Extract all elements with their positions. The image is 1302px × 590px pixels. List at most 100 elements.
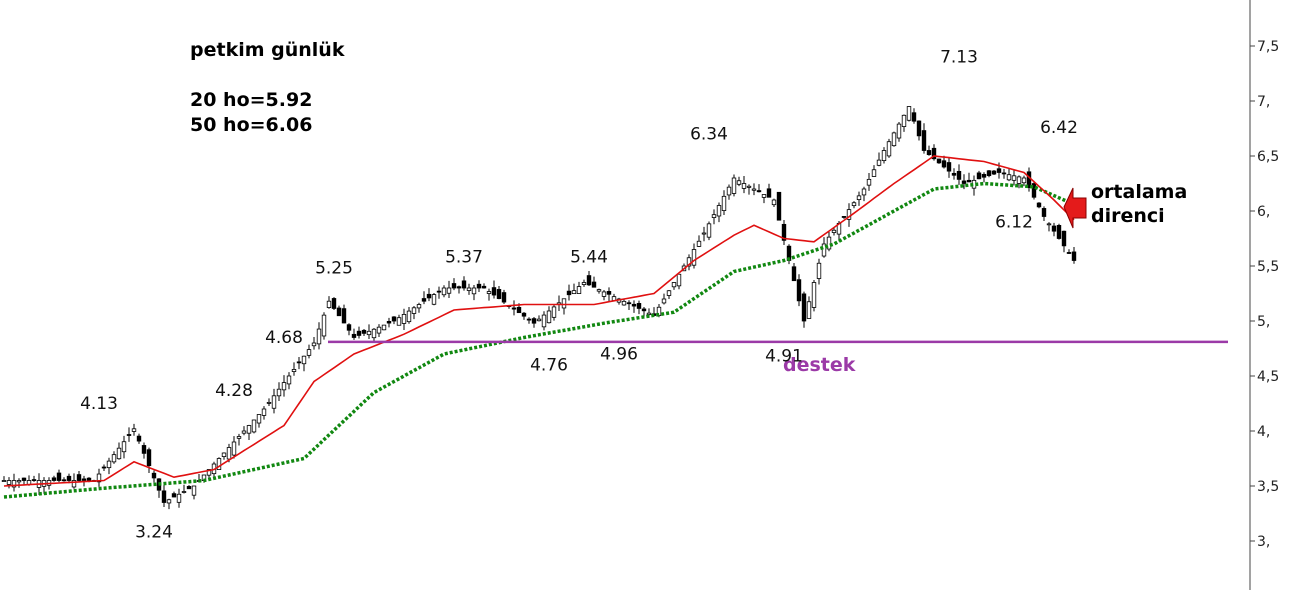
candle [186,485,192,490]
candle [351,328,357,340]
candle [71,473,77,489]
candle [921,123,927,154]
candle [851,201,857,209]
price-annotation-a-537: 5.37 [445,248,483,268]
candles-group [1,105,1077,510]
candle [876,152,882,167]
price-annotation-a-413: 4.13 [80,394,118,414]
candle [946,157,952,178]
candle [736,176,742,187]
candle [1031,180,1037,200]
candle [111,451,117,464]
candle [991,169,997,175]
candle [131,423,137,436]
candle [1,476,7,482]
candle [981,172,987,183]
resistance-label-line-2: direnci [1091,205,1165,227]
candle [1051,222,1057,237]
candle [881,147,887,164]
candle [431,292,437,306]
price-annotation-a-634: 6.34 [690,125,728,145]
candle [1011,169,1017,186]
candle [391,316,397,325]
candle [781,220,787,246]
support-group: destek [328,340,1228,376]
candle [481,283,487,289]
candle [796,274,802,307]
candle [671,281,677,290]
candle [561,298,567,315]
candle [1066,249,1072,255]
resistance-arrow-icon [1063,187,1087,229]
candle [416,302,422,313]
price-annotation-a-468: 4.68 [265,328,303,348]
candle [1056,223,1062,240]
candle [466,283,472,295]
candle [76,470,82,483]
candle [276,382,282,402]
candle [761,194,767,204]
candle [1061,230,1067,253]
candle [226,443,232,463]
resistance-label-line-1: ortalama [1091,181,1187,203]
candle [296,356,302,370]
candle [336,305,342,317]
price-annotation-a-544: 5.44 [570,248,608,268]
candle [261,406,267,420]
candle [216,457,222,470]
candle [61,477,67,482]
candle [286,372,292,390]
candle [541,311,547,331]
candle [926,145,932,156]
candle [746,184,752,195]
candle [526,317,532,324]
candle [146,447,152,474]
candle [586,271,592,286]
candle [756,184,762,193]
candle [1006,169,1012,182]
ma50-line [3,181,1075,499]
candle [441,285,447,298]
candle [521,312,527,320]
candle [501,289,507,304]
candle [626,300,632,311]
candle [591,276,597,288]
candle [376,324,382,338]
candle [556,295,562,312]
candle [236,433,242,446]
candle [366,324,372,340]
candle [711,209,717,225]
candle [181,484,187,494]
candle [96,468,102,487]
candle [916,120,922,141]
candle [666,289,672,299]
candle [766,183,772,198]
candle [976,170,982,180]
candle [826,231,832,252]
price-annotation-a-525: 5.25 [315,259,353,279]
candle [1016,175,1022,189]
candle [676,273,682,290]
y-tick-label: 6, [1257,204,1270,220]
candle [411,306,417,320]
y-tick-label: 3,5 [1257,479,1279,495]
candle [896,121,902,142]
support-label: destek [783,354,856,376]
price-annotation-a-428: 4.28 [215,381,253,401]
candle [606,287,612,302]
candle [576,281,582,295]
candle [241,426,247,436]
candle [546,306,552,324]
y-tick-label: 4,5 [1257,369,1279,385]
candle [816,258,822,285]
candle [691,243,697,269]
candle [66,473,72,484]
candle [596,288,602,294]
candle [741,175,747,194]
candle [156,478,162,498]
candle [101,464,107,471]
annotations-group: 4.13 3.24 4.28 4.68 5.25 5.37 4.76 5.44 4.96 6.34… [80,48,1078,543]
candle [791,262,797,282]
candle [841,216,847,219]
